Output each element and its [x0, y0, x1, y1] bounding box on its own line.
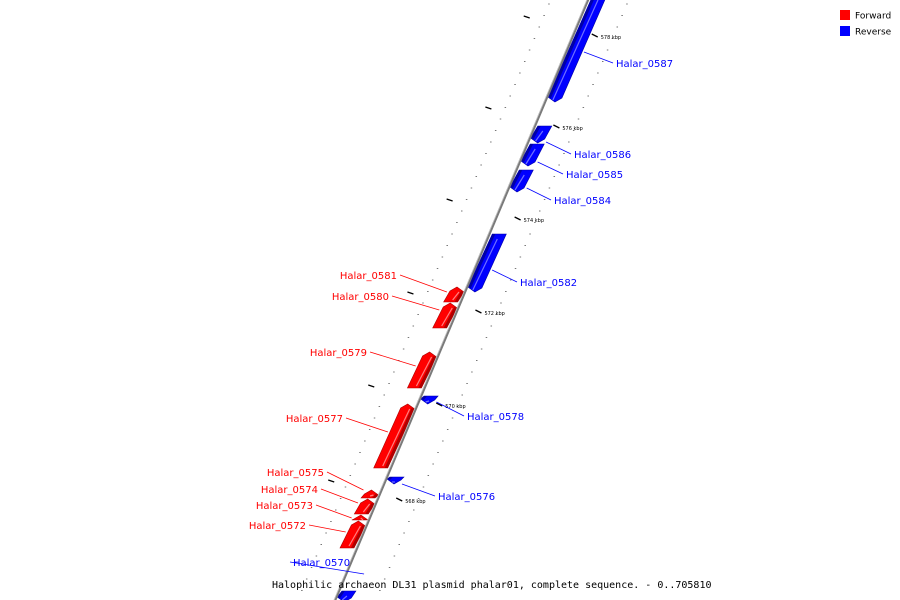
major-tick [485, 106, 492, 110]
gene-feature-halar-0578 [420, 395, 439, 405]
leader-line [491, 269, 518, 283]
major-tick [368, 384, 375, 388]
tick-label: 574 kbp [524, 218, 544, 224]
gene-feature-halar-0572 [339, 520, 366, 549]
leader-line [545, 141, 572, 155]
gene-feature-halar-0573 [351, 514, 369, 521]
gene-feature-halar-0579 [406, 351, 437, 389]
gene-label-halar-0577: Halar_0577 [286, 414, 343, 425]
gene-label-halar-0572: Halar_0572 [249, 521, 306, 532]
gene-feature-halar-0570 [336, 590, 357, 600]
major-tick [435, 402, 443, 407]
gene-feature-halar-0585 [520, 143, 545, 167]
label-leader-lines [289, 51, 614, 575]
major-tick [523, 15, 530, 19]
sequence-backbone [333, 0, 590, 600]
major-tick [407, 291, 414, 295]
tick-label: 568 kbp [405, 499, 425, 505]
gene-label-halar-0585: Halar_0585 [566, 170, 623, 181]
legend: Forward Reverse [840, 10, 892, 38]
gene-features [336, 0, 606, 600]
gene-label-halar-0579: Halar_0579 [310, 348, 367, 359]
tick-label: 576 kbp [562, 126, 582, 132]
major-tick [328, 479, 335, 483]
leader-line [308, 524, 346, 533]
gene-label-halar-0582: Halar_0582 [520, 278, 577, 289]
major-tick [446, 198, 453, 202]
gene-label-halar-0581: Halar_0581 [340, 271, 397, 282]
gene-label-halar-0578: Halar_0578 [467, 412, 524, 423]
major-tick [591, 33, 599, 38]
leader-line [526, 187, 552, 201]
legend-label-reverse: Reverse [855, 28, 892, 38]
leader-line [583, 51, 614, 64]
leader-line [345, 417, 389, 433]
gene-label-halar-0570: Halar_0570 [293, 558, 350, 569]
gene-feature-halar-0580 [432, 302, 458, 329]
major-tick [514, 216, 521, 221]
gene-feature-halar-0587 [547, 0, 606, 103]
major-tick [553, 124, 560, 129]
leader-line [320, 488, 359, 504]
gene-label-halar-0576: Halar_0576 [438, 492, 495, 503]
leader-line [391, 295, 440, 311]
tick-label: 578 kbp [601, 35, 621, 41]
gene-feature-halar-0576 [386, 476, 405, 485]
leader-line [537, 161, 564, 175]
tick-label: 570 kbp [445, 404, 465, 410]
leader-line [369, 351, 416, 367]
tick-label: 572 kbp [484, 311, 504, 317]
leader-line [399, 274, 448, 293]
gene-feature-halar-0575 [360, 489, 379, 499]
legend-label-forward: Forward [855, 12, 891, 22]
gene-label-halar-0575: Halar_0575 [267, 468, 324, 479]
gene-label-halar-0573: Halar_0573 [256, 501, 313, 512]
gene-labels: Halar_0587 Halar_0586 Halar_0585 Halar_0584… [249, 59, 673, 569]
major-tick [395, 497, 403, 502]
gene-feature-halar-0577 [373, 403, 416, 469]
sequence-backbone-highlight [333, 0, 588, 600]
gene-feature-halar-0582 [467, 233, 507, 293]
sequence-caption: Halophilic archaeon DL31 plasmid phalar0… [272, 580, 712, 591]
gene-feature-halar-0581 [443, 286, 465, 303]
leader-line [436, 401, 465, 417]
leader-line [326, 471, 364, 491]
gene-feature-halar-0574 [353, 498, 376, 515]
gene-label-halar-0584: Halar_0584 [554, 196, 611, 207]
legend-swatch-forward [840, 10, 850, 20]
gene-label-halar-0587: Halar_0587 [616, 59, 673, 70]
leader-line [289, 561, 365, 575]
legend-swatch-reverse [840, 26, 850, 36]
major-tick-marks: 578 kbp 576 kbp 574 kbp 572 kbp 570 kbp 568 k… [328, 15, 621, 505]
gene-label-halar-0580: Halar_0580 [332, 292, 389, 303]
leader-line [401, 483, 436, 497]
major-tick [475, 309, 482, 314]
leader-line [315, 504, 352, 519]
minor-tick-marks [301, 3, 628, 591]
gene-label-halar-0574: Halar_0574 [261, 485, 318, 496]
gene-label-halar-0586: Halar_0586 [574, 150, 631, 161]
